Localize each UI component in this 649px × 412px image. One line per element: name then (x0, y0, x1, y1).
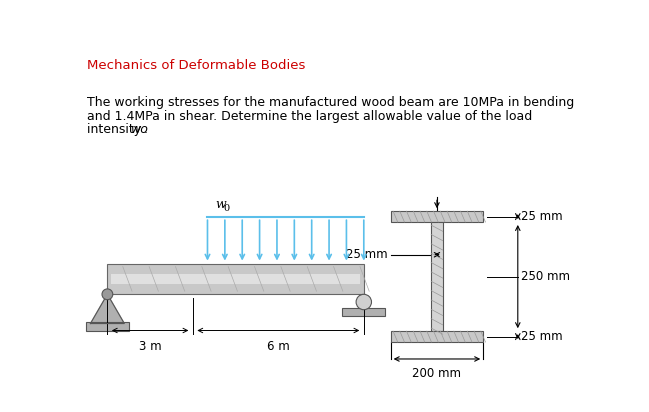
Text: 250 mm: 250 mm (521, 270, 570, 283)
Text: 0: 0 (224, 204, 230, 213)
Text: wo: wo (131, 123, 149, 136)
Bar (431, 222, 443, 331)
Text: Mechanics of Deformable Bodies: Mechanics of Deformable Bodies (86, 59, 305, 72)
Bar (391, 331, 483, 342)
Circle shape (102, 289, 113, 300)
Text: .: . (143, 123, 147, 136)
Text: and 1.4MPa in shear. Determine the largest allowable value of the load: and 1.4MPa in shear. Determine the large… (86, 110, 532, 122)
Text: intensity: intensity (86, 123, 145, 136)
Text: 25 mm: 25 mm (521, 210, 563, 223)
Bar (86, 322, 129, 331)
Text: 3 m: 3 m (139, 340, 162, 353)
Text: 25 mm: 25 mm (346, 248, 387, 261)
Text: The working stresses for the manufactured wood beam are 10MPa in bending: The working stresses for the manufacture… (86, 96, 574, 109)
Text: w: w (215, 198, 226, 211)
Polygon shape (90, 294, 125, 323)
Bar (342, 308, 386, 316)
Bar (111, 274, 360, 284)
Text: 6 m: 6 m (267, 340, 289, 353)
Text: 200 mm: 200 mm (413, 367, 461, 380)
Bar (107, 264, 364, 294)
Circle shape (356, 294, 371, 310)
Bar (391, 211, 483, 222)
Text: 25 mm: 25 mm (521, 330, 563, 343)
